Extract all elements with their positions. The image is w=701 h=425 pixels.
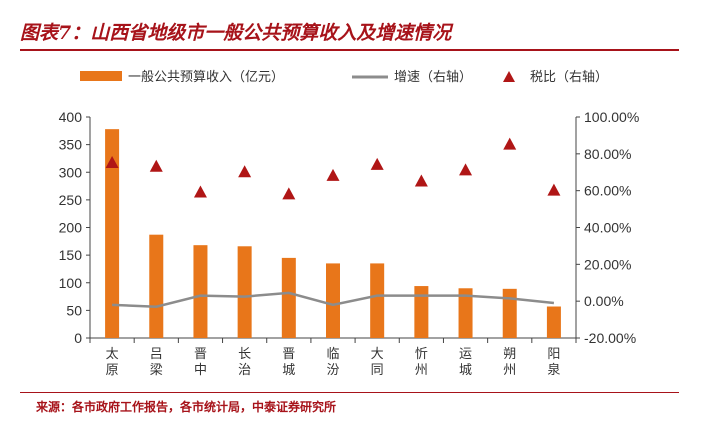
x-category-label: 太原 [106, 347, 119, 378]
y-left-tick-label: 150 [59, 247, 83, 263]
x-category-label: 朔州 [503, 347, 516, 378]
y-left-tick-label: 300 [59, 164, 83, 180]
taxratio-marker-晋中 [193, 185, 207, 198]
y-left-tick-label: 400 [59, 109, 83, 125]
y-left-tick-label: 50 [66, 302, 82, 318]
legend-label-revenue: 一般公共预算收入（亿元） [128, 69, 284, 85]
taxratio-marker-忻州 [414, 174, 428, 187]
chart-legend: 一般公共预算收入（亿元） 增速（右轴） 税比（右轴） [80, 69, 608, 85]
y-right-tick-label: 100.00% [584, 109, 639, 125]
y-left-tick-label: 200 [59, 220, 83, 236]
legend-swatch-marker [503, 71, 515, 82]
x-category-label: 长治 [238, 347, 251, 378]
y-right-tick-label: 0.00% [584, 293, 624, 309]
taxratio-marker-运城 [459, 163, 473, 176]
y-left-tick-label: 250 [59, 192, 83, 208]
bar-吕梁 [149, 234, 164, 338]
taxratio-marker-临汾 [326, 168, 340, 181]
taxratio-marker-吕梁 [149, 159, 163, 172]
figure-title: 图表7：山西省地级市一般公共预算收入及增速情况 [20, 22, 452, 44]
bar-朔州 [502, 288, 517, 338]
x-category-label: 大同 [371, 347, 384, 378]
source-note: 来源：各市政府工作报告，各市统计局，中泰证券研究所 [36, 400, 337, 414]
x-category-label: 临汾 [326, 347, 339, 378]
bar-忻州 [414, 286, 429, 338]
x-category-label: 运城 [459, 347, 472, 378]
y-right-tick-label: 60.00% [584, 183, 631, 199]
taxratio-marker-长治 [238, 165, 252, 178]
bar-阳泉 [546, 306, 561, 338]
footer-divider [20, 392, 679, 393]
taxratio-marker-朔州 [503, 137, 517, 150]
bar-大同 [370, 263, 385, 338]
x-category-label: 忻州 [415, 347, 428, 378]
taxratio-marker-大同 [370, 157, 384, 170]
taxratio-marker-晋城 [282, 187, 296, 200]
x-category-label: 吕梁 [150, 347, 163, 378]
bar-太原 [105, 129, 120, 338]
title-divider [20, 49, 679, 51]
x-category-label: 晋城 [282, 347, 295, 378]
y-left-tick-label: 0 [74, 330, 82, 346]
growth-line [112, 291, 555, 308]
y-right-tick-label: -20.00% [584, 330, 636, 346]
bar-临汾 [326, 263, 340, 338]
y-right-tick-label: 20.00% [584, 256, 631, 272]
y-right-tick-label: 40.00% [584, 220, 631, 236]
x-category-label: 阳泉 [547, 347, 560, 378]
x-category-label: 晋中 [194, 347, 207, 378]
legend-swatch-bar [80, 71, 122, 81]
bar-晋中 [193, 245, 208, 338]
bar-长治 [237, 246, 252, 338]
legend-label-growth: 增速（右轴） [394, 70, 472, 85]
taxratio-marker-太原 [105, 156, 119, 169]
y-left-tick-label: 100 [59, 275, 83, 291]
y-left-tick-label: 350 [59, 137, 83, 153]
bar-运城 [458, 288, 473, 338]
y-right-tick-label: 80.00% [584, 146, 631, 162]
legend-label-taxratio: 税比（右轴） [530, 70, 608, 85]
taxratio-marker-阳泉 [547, 183, 561, 196]
bar-晋城 [281, 257, 296, 338]
